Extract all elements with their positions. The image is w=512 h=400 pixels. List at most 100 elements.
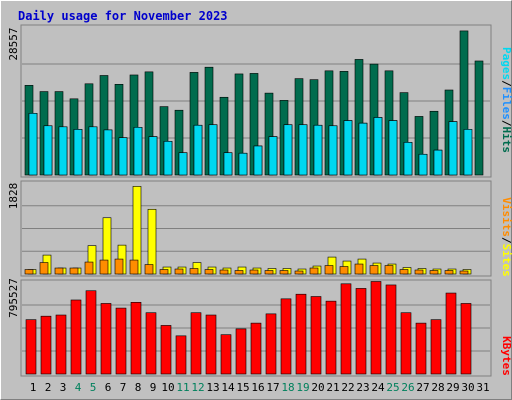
bar-visits [354,263,364,275]
bar-kbytes [295,293,307,375]
bar-kbytes [370,281,382,375]
bar-kbytes [250,322,262,375]
bar-visits [309,267,319,275]
bar-visits [204,269,214,275]
bar-visits [159,269,169,275]
x-tick-label: 31 [476,381,489,394]
x-tick-label: 18 [281,381,294,394]
x-tick-label: 22 [341,381,354,394]
x-tick-label: 17 [266,381,279,394]
x-tick-label: 16 [251,381,264,394]
bar-pages [253,145,263,176]
bar-kbytes [340,283,352,375]
bar-pages [268,136,278,176]
bar-kbytes [400,312,412,375]
bar-pages [463,129,473,176]
bar-visits [384,265,394,275]
ymax-label-kbytes: 795527 [7,278,20,318]
bar-pages [148,136,158,176]
bar-visits [174,268,184,275]
bar-visits [24,269,34,275]
bar-visits [84,261,94,275]
x-tick-label: 12 [191,381,204,394]
x-tick-label: 15 [236,381,249,394]
bar-visits [39,262,49,275]
bar-kbytes [235,328,247,375]
bar-kbytes [40,315,52,375]
bar-kbytes [220,334,232,375]
bar-visits [234,270,244,275]
bar-visits [294,270,304,275]
bar-visits [279,270,289,275]
bar-pages [163,141,173,176]
bar-visits [54,267,64,275]
legend-kbytes: KBytes [500,336,512,376]
bar-pages [298,124,308,176]
bar-pages [238,152,248,176]
bar-pages [373,117,383,176]
legend-hits-files-pages: Pages/Files/Hits [500,47,512,153]
bar-kbytes [160,325,172,375]
x-tick-label: 7 [120,381,127,394]
legend-separator-2: / [500,120,512,127]
bar-pages [403,142,413,176]
x-tick-label: 5 [90,381,97,394]
x-tick-label: 8 [135,381,142,394]
bar-hits [474,60,484,176]
bar-pages [43,125,53,176]
ymax-label-sites: 1828 [7,183,20,210]
bar-visits [264,270,274,275]
bar-visits [399,269,409,275]
x-tick-label: 23 [356,381,369,394]
x-tick-label: 14 [221,381,235,394]
bar-pages [28,113,38,176]
x-tick-label: 11 [176,381,189,394]
ymax-label-hits: 28557 [7,27,20,60]
bar-kbytes [55,314,67,375]
x-tick-label: 27 [416,381,429,394]
bar-pages [433,149,443,176]
x-tick-label: 10 [161,381,174,394]
bar-pages [193,124,203,176]
x-tick-label: 3 [60,381,67,394]
x-tick-label: 13 [206,381,219,394]
bar-pages [448,121,458,176]
x-tick-label: 4 [75,381,82,394]
bar-kbytes [265,313,277,375]
x-tick-label: 9 [150,381,157,394]
bar-pages [58,126,68,176]
bar-kbytes [280,298,292,375]
bar-pages [208,124,218,176]
x-tick-label: 2 [45,381,52,394]
bar-pages [133,127,143,176]
bar-kbytes [310,296,322,375]
bar-visits [189,268,199,275]
x-tick-label: 25 [386,381,399,394]
bar-pages [358,122,368,176]
bar-pages [103,129,113,176]
bar-kbytes [385,284,397,375]
bar-kbytes [325,300,337,375]
bar-kbytes [460,303,472,375]
bar-visits [414,269,424,275]
bar-visits [459,270,469,275]
legend-sites-visits: Visits/Sites [500,197,512,277]
bar-visits [129,259,139,275]
bar-kbytes [430,319,442,375]
bar-kbytes [25,319,37,375]
bar-kbytes [85,290,97,375]
bar-visits [429,270,439,275]
bar-pages [73,129,83,176]
bar-visits [219,269,229,275]
chart-title: Daily usage for November 2023 [18,9,228,23]
x-tick-label: 1 [30,381,37,394]
x-tick-label: 26 [401,381,414,394]
bar-pages [388,120,398,176]
bar-visits [69,267,79,275]
bar-visits [444,270,454,275]
bar-pages [313,124,323,176]
bar-pages [328,125,338,176]
x-tick-label: 19 [296,381,309,394]
bar-kbytes [145,312,157,375]
